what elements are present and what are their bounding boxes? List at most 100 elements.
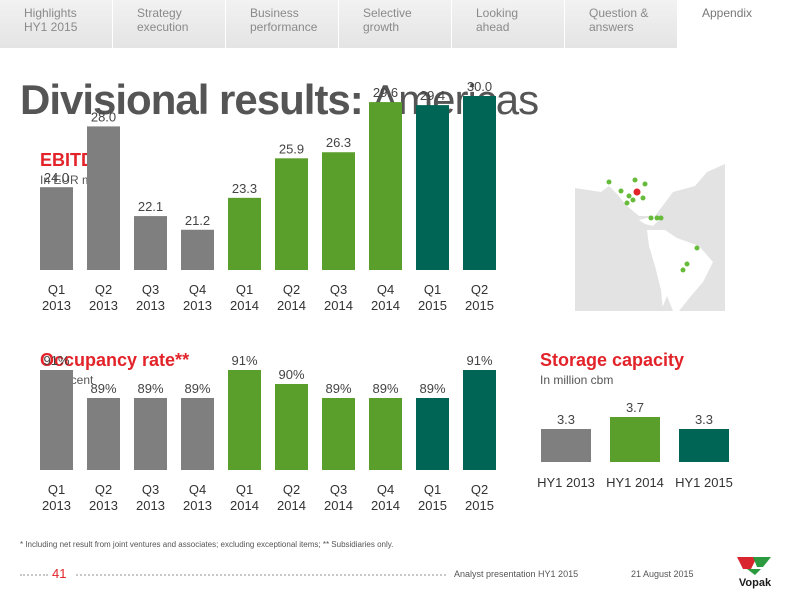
bar-chart2-1 — [610, 417, 660, 462]
tab-qa[interactable]: Question & answers — [565, 0, 678, 48]
bar-chart1-1 — [87, 398, 120, 470]
category-label-chart0-3-1: 2013 — [183, 298, 212, 313]
category-label-chart0-7-1: 2014 — [371, 298, 400, 313]
category-label-chart0-0-1: 2013 — [42, 298, 71, 313]
vopak-logo: Vopak — [737, 557, 772, 589]
category-label-chart1-3-1: 2013 — [183, 498, 212, 513]
category-label-chart2-2-0: HY1 2015 — [675, 475, 733, 490]
bar-chart2-2 — [679, 429, 729, 462]
storage-title: Storage capacity — [540, 350, 685, 370]
category-label-chart0-0-0: Q1 — [48, 282, 65, 297]
data-label-chart1-0: 91% — [43, 353, 69, 368]
footer-dotted-line-middle — [76, 574, 446, 576]
tab-growth[interactable]: Selective growth — [339, 0, 452, 48]
terminal-dot — [618, 188, 624, 194]
tab-strategy[interactable]: Strategy execution — [113, 0, 226, 48]
data-label-chart1-1: 89% — [90, 381, 116, 396]
bar-chart1-2 — [134, 398, 167, 470]
category-label-chart0-5-1: 2014 — [277, 298, 306, 313]
category-label-chart1-4-0: Q1 — [236, 482, 253, 497]
category-label-chart1-7-0: Q4 — [377, 482, 394, 497]
category-label-chart1-3-0: Q4 — [189, 482, 206, 497]
category-label-chart0-4-1: 2014 — [230, 298, 259, 313]
bar-chart0-0 — [40, 187, 73, 270]
bar-chart0-4 — [228, 197, 261, 270]
bar-chart1-3 — [181, 398, 214, 470]
category-label-chart1-0-1: 2013 — [42, 498, 71, 513]
category-label-chart0-8-0: Q1 — [424, 282, 441, 297]
category-label-chart0-2-1: 2013 — [136, 298, 165, 313]
category-label-chart1-5-0: Q2 — [283, 482, 300, 497]
category-label-chart0-8-1: 2015 — [418, 298, 447, 313]
terminal-dot — [606, 179, 612, 185]
footnote: * Including net result from joint ventur… — [20, 540, 394, 549]
terminal-dot — [624, 200, 630, 206]
tab-looking-ahead[interactable]: Looking ahead — [452, 0, 565, 48]
category-label-chart1-7-1: 2014 — [371, 498, 400, 513]
category-label-chart2-0-0: HY1 2013 — [537, 475, 595, 490]
category-label-chart0-1-0: Q2 — [95, 282, 112, 297]
terminal-dot — [642, 181, 648, 187]
category-label-chart0-9-1: 2015 — [465, 298, 494, 313]
bar-chart0-2 — [134, 216, 167, 270]
category-label-chart1-6-1: 2014 — [324, 498, 353, 513]
data-label-chart1-2: 89% — [137, 381, 163, 396]
bar-chart1-5 — [275, 384, 308, 470]
data-label-chart0-9: 30.0 — [467, 79, 492, 94]
tab-appendix[interactable]: Appendix — [678, 0, 791, 48]
vopak-logo-text: Vopak — [739, 577, 772, 589]
bar-chart0-1 — [87, 126, 120, 271]
data-label-chart1-5: 90% — [278, 367, 304, 382]
data-label-chart1-8: 89% — [419, 381, 445, 396]
category-label-chart1-4-1: 2014 — [230, 498, 259, 513]
category-label-chart0-2-0: Q3 — [142, 282, 159, 297]
occupancy-title: Occupancy rate** — [40, 350, 190, 370]
category-label-chart0-4-0: Q1 — [236, 282, 253, 297]
category-label-chart1-1-1: 2013 — [89, 498, 118, 513]
bar-chart1-9 — [463, 370, 496, 470]
category-label-chart1-9-1: 2015 — [465, 498, 494, 513]
presentation-date: 21 August 2015 — [631, 569, 694, 579]
top-navigation: Highlights HY1 2015 Strategy execution B… — [0, 0, 800, 48]
category-label-chart1-1-0: Q2 — [95, 482, 112, 497]
terminal-dot — [654, 215, 660, 221]
category-label-chart1-6-0: Q3 — [330, 482, 347, 497]
category-label-chart0-1-1: 2013 — [89, 298, 118, 313]
tab-business[interactable]: Business performance — [226, 0, 339, 48]
category-label-chart0-3-0: Q4 — [189, 282, 206, 297]
americas-map — [575, 146, 725, 311]
footer-dotted-line-left — [20, 574, 48, 576]
bar-chart0-6 — [322, 152, 355, 270]
data-label-chart0-6: 26.3 — [326, 135, 351, 150]
terminal-dot — [684, 261, 690, 267]
category-label-chart1-2-1: 2013 — [136, 498, 165, 513]
data-label-chart1-6: 89% — [325, 381, 351, 396]
data-label-chart0-8: 29.4 — [420, 88, 445, 103]
terminal-dot — [648, 215, 654, 221]
category-label-chart0-9-0: Q2 — [471, 282, 488, 297]
terminal-dot — [626, 193, 632, 199]
page-number: 41 — [52, 566, 67, 581]
terminal-dot — [630, 197, 636, 203]
category-label-chart1-9-0: Q2 — [471, 482, 488, 497]
category-label-chart0-7-0: Q4 — [377, 282, 394, 297]
bar-chart0-5 — [275, 158, 308, 270]
bar-chart1-7 — [369, 398, 402, 470]
data-label-chart1-3: 89% — [184, 381, 210, 396]
tab-highlights[interactable]: Highlights HY1 2015 — [0, 0, 113, 48]
data-label-chart2-2: 3.3 — [695, 412, 713, 427]
page-title: Divisional results: Americas — [20, 76, 539, 124]
bar-chart2-0 — [541, 429, 591, 462]
terminal-dot — [640, 195, 646, 201]
data-label-chart0-4: 23.3 — [232, 181, 257, 196]
terminal-dot — [694, 245, 700, 251]
data-label-chart1-7: 89% — [372, 381, 398, 396]
category-label-chart1-8-1: 2015 — [418, 498, 447, 513]
data-label-chart0-1: 28.0 — [91, 109, 116, 124]
category-label-chart0-6-1: 2014 — [324, 298, 353, 313]
terminal-dot — [632, 177, 638, 183]
category-label-chart1-0-0: Q1 — [48, 482, 65, 497]
data-label-chart0-2: 22.1 — [138, 199, 163, 214]
data-label-chart0-7: 29.6 — [373, 85, 398, 100]
